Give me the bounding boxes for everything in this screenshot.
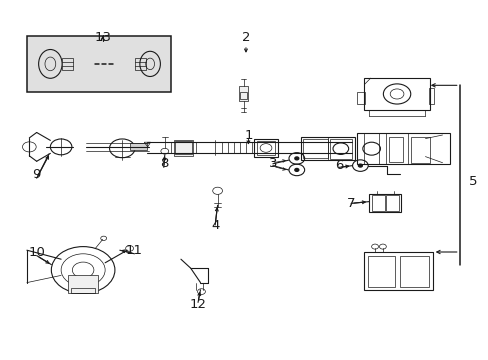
- Bar: [173, 140, 193, 156]
- Bar: [428, 88, 433, 104]
- Text: 2: 2: [241, 31, 250, 44]
- Bar: [388, 137, 403, 162]
- Bar: [300, 137, 354, 160]
- Bar: [329, 139, 351, 159]
- Text: 5: 5: [468, 175, 477, 188]
- Text: 6: 6: [334, 159, 343, 172]
- Text: 13: 13: [94, 31, 111, 44]
- Bar: [367, 256, 394, 287]
- Bar: [175, 141, 191, 154]
- Bar: [371, 195, 385, 211]
- Bar: [303, 139, 327, 158]
- Bar: [62, 58, 73, 70]
- Bar: [254, 139, 277, 157]
- Bar: [135, 58, 146, 70]
- Bar: [399, 256, 428, 287]
- Text: 11: 11: [126, 244, 142, 257]
- Bar: [410, 137, 429, 163]
- Bar: [238, 86, 248, 101]
- Bar: [27, 36, 171, 92]
- Circle shape: [294, 157, 298, 160]
- Text: 3: 3: [268, 157, 277, 170]
- Text: 12: 12: [189, 298, 206, 311]
- Bar: [240, 92, 246, 99]
- Text: 1: 1: [244, 129, 252, 141]
- Text: 9: 9: [32, 168, 41, 181]
- Circle shape: [358, 164, 362, 167]
- Circle shape: [294, 168, 298, 171]
- Text: 10: 10: [28, 246, 45, 258]
- Text: 7: 7: [346, 197, 355, 210]
- Bar: [68, 275, 98, 293]
- Bar: [368, 194, 400, 212]
- Bar: [386, 195, 398, 211]
- Bar: [129, 143, 146, 150]
- Bar: [71, 288, 95, 293]
- Bar: [364, 252, 432, 290]
- Bar: [356, 133, 449, 164]
- Text: 8: 8: [159, 157, 168, 170]
- Bar: [356, 92, 364, 104]
- Bar: [256, 141, 275, 155]
- Bar: [364, 78, 429, 110]
- Text: 4: 4: [210, 219, 219, 231]
